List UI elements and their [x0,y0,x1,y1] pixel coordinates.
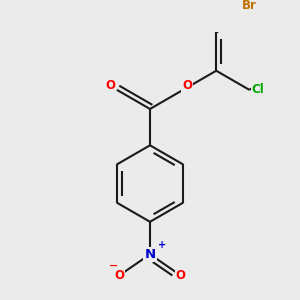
Text: O: O [182,79,192,92]
Text: −: − [109,260,118,270]
Text: +: + [158,241,166,250]
Text: O: O [114,269,124,282]
Text: N: N [144,248,156,261]
Text: O: O [106,79,116,92]
Text: Cl: Cl [251,83,264,96]
Text: O: O [176,269,186,282]
Text: Br: Br [242,0,257,12]
